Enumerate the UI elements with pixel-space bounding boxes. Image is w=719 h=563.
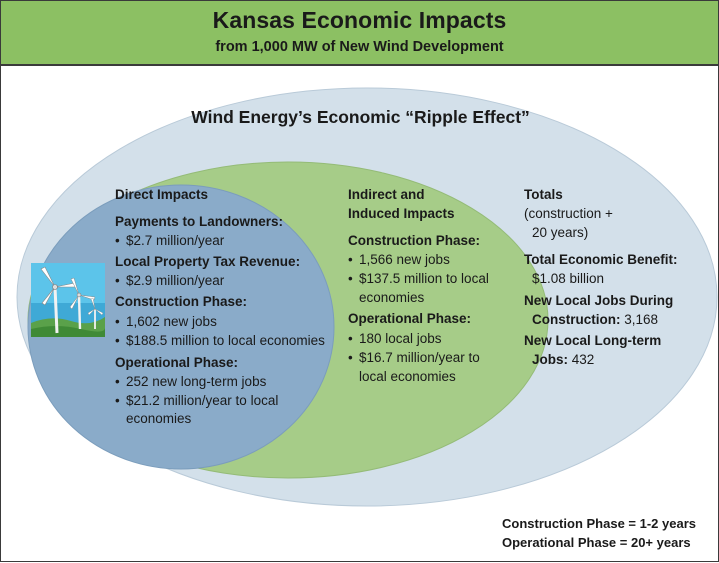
indirect-operational-money-1: $16.7 million/year to <box>359 350 480 365</box>
tax-label: Local Property Tax Revenue: <box>115 254 301 269</box>
direct-operational-jobs-item: • 252 new long-term jobs <box>115 374 267 389</box>
page-subtitle: from 1,000 MW of New Wind Development <box>215 39 504 55</box>
landowners-item: • $2.7 million/year <box>115 233 225 248</box>
indirect-heading-2: Induced Impacts <box>348 206 455 221</box>
construction-jobs-value: 3,168 <box>624 312 659 327</box>
direct-operational-jobs: 252 new long-term jobs <box>126 374 267 389</box>
construction-jobs-label-2: Construction: <box>532 312 621 327</box>
totals-note-2: 20 years) <box>532 225 589 240</box>
indirect-operational-money-2: local economies <box>359 369 456 384</box>
construction-phase-note: Construction Phase = 1-2 years <box>502 516 696 531</box>
indirect-operational-jobs: 180 local jobs <box>359 331 442 346</box>
direct-operational-money-1: $21.2 million/year to local <box>126 393 279 408</box>
indirect-operational-label: Operational Phase: <box>348 311 472 326</box>
landowners-value: $2.7 million/year <box>126 233 225 248</box>
wind-turbine-icon <box>31 263 106 337</box>
longterm-jobs-value: 432 <box>571 352 595 367</box>
direct-construction-jobs-item: • 1,602 new jobs <box>115 314 217 329</box>
operational-phase-note: Operational Phase = 20+ years <box>502 535 691 550</box>
direct-construction-money-item: • $188.5 million to local economies <box>115 333 325 348</box>
landowners-label: Payments to Landowners: <box>115 214 284 229</box>
totals-heading: Totals <box>524 187 563 202</box>
indirect-construction-jobs: 1,566 new jobs <box>359 252 450 267</box>
construction-jobs-label-1: New Local Jobs During <box>524 293 674 308</box>
construction-jobs-line: Construction: 3,168 <box>532 310 658 329</box>
total-benefit-value: $1.08 billion <box>532 271 605 286</box>
tax-value: $2.9 million/year <box>126 273 225 288</box>
direct-ellipse <box>27 184 335 470</box>
indirect-construction-label: Construction Phase: <box>348 233 481 248</box>
total-benefit-label: Total Economic Benefit: <box>524 252 678 267</box>
indirect-construction-money-item: • $137.5 million to local <box>348 271 489 286</box>
direct-construction-jobs: 1,602 new jobs <box>126 314 217 329</box>
indirect-construction-money-1: $137.5 million to local <box>359 271 489 286</box>
indirect-construction-jobs-item: • 1,566 new jobs <box>348 252 450 267</box>
header-banner: Kansas Economic Impacts from 1,000 MW of… <box>1 1 718 66</box>
longterm-jobs-line: Jobs: 432 <box>532 350 594 369</box>
direct-construction-label: Construction Phase: <box>115 294 248 309</box>
direct-impacts-heading: Direct Impacts <box>115 187 209 202</box>
tax-item: • $2.9 million/year <box>115 273 225 288</box>
longterm-jobs-label-2: Jobs: <box>532 352 569 367</box>
direct-construction-money: $188.5 million to local economies <box>126 333 325 348</box>
totals-note-1: (construction + <box>524 206 613 221</box>
indirect-construction-money-2: economies <box>359 290 425 305</box>
direct-operational-money-2: economies <box>126 411 192 426</box>
direct-operational-label: Operational Phase: <box>115 355 239 370</box>
longterm-jobs-label-1: New Local Long-term <box>524 333 662 348</box>
page-title: Kansas Economic Impacts <box>212 7 507 33</box>
indirect-heading-1: Indirect and <box>348 187 425 202</box>
ripple-effect-title: Wind Energy’s Economic “Ripple Effect” <box>191 107 530 127</box>
direct-operational-money-item: • $21.2 million/year to local <box>115 393 279 408</box>
indirect-operational-jobs-item: • 180 local jobs <box>348 331 442 346</box>
indirect-operational-money-item: • $16.7 million/year to <box>348 350 480 365</box>
